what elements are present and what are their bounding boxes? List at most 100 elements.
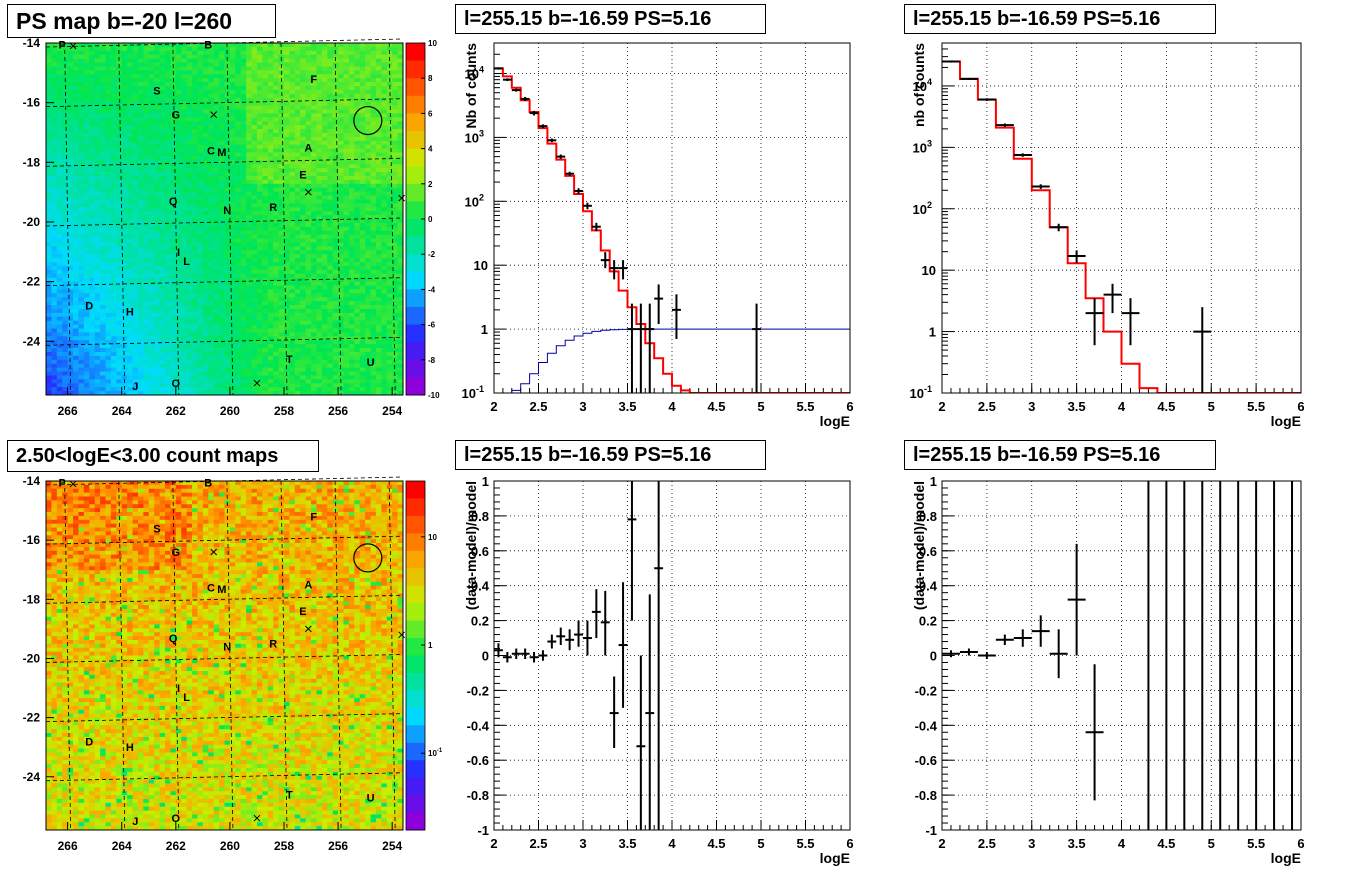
map-pixel: [175, 230, 182, 236]
map-pixel: [316, 156, 323, 161]
map-pixel: [148, 230, 155, 236]
map-pixel: [300, 211, 307, 216]
map-pixel: [62, 129, 69, 134]
map-pixel: [229, 312, 236, 318]
map-pixel: [327, 301, 334, 306]
map-pixel: [354, 183, 361, 189]
map-pixel: [127, 156, 133, 161]
map-pixel: [116, 324, 123, 329]
map-pixel: [294, 191, 301, 196]
map-pixel: [370, 203, 377, 208]
map-pixel: [316, 70, 323, 75]
map-pixel: [213, 277, 220, 282]
map-pixel: [165, 273, 171, 279]
map-pixel: [311, 312, 317, 318]
map-pixel: [246, 172, 252, 177]
map-pixel: [316, 316, 323, 322]
map-pixel: [89, 148, 96, 153]
map-pixel: [321, 258, 328, 263]
map-pixel: [181, 332, 188, 337]
map-pixel: [300, 230, 307, 236]
map-pixel: [397, 144, 404, 149]
map-pixel: [278, 175, 285, 181]
map-pixel: [267, 175, 274, 181]
map-pixel: [365, 226, 371, 232]
map-pixel: [67, 262, 74, 267]
map-pixel: [110, 164, 117, 169]
map-pixel: [170, 136, 177, 142]
map-pixel: [67, 320, 74, 325]
map-pixel: [375, 332, 382, 337]
map-pixel: [256, 269, 263, 275]
map-pixel: [278, 289, 285, 294]
map-pixel: [256, 172, 263, 177]
map-pixel: [165, 78, 171, 83]
map-pixel: [354, 246, 361, 251]
map-pixel: [267, 187, 274, 193]
map-pixel: [354, 308, 361, 314]
map-pixel: [365, 179, 371, 185]
map-pixel: [67, 164, 74, 169]
map-pixel: [235, 156, 242, 161]
map-pixel: [192, 175, 198, 181]
map-pixel: [397, 140, 404, 146]
map-pixel: [121, 82, 128, 87]
map-pixel: [235, 121, 242, 126]
map-pixel: [370, 238, 377, 243]
map-pixel: [67, 54, 74, 60]
map-pixel: [105, 215, 112, 220]
map-pixel: [289, 285, 296, 290]
map-pixel: [375, 46, 382, 52]
map-pixel: [94, 74, 101, 79]
map-pixel: [208, 43, 215, 48]
map-pixel: [213, 144, 220, 149]
map-pixel: [89, 219, 96, 224]
map-pixel: [62, 211, 69, 216]
map-pixel: [381, 332, 388, 337]
map-pixel: [305, 78, 312, 83]
map-pixel: [62, 140, 69, 146]
map-pixel: [73, 156, 79, 161]
map-pixel: [94, 66, 101, 71]
map-pixel: [73, 305, 79, 310]
map-pixel: [51, 136, 58, 142]
map-pixel: [294, 82, 301, 87]
map-pixel: [78, 168, 85, 173]
map-pixel: [83, 164, 90, 169]
map-pixel: [256, 89, 263, 95]
map-pixel: [338, 320, 344, 325]
map-pixel: [338, 46, 344, 52]
map-pixel: [208, 332, 215, 337]
map-pixel: [235, 191, 242, 196]
map-pixel: [240, 230, 247, 236]
map-pixel: [78, 89, 85, 95]
map-pixel: [73, 191, 79, 196]
map-pixel: [305, 89, 312, 95]
map-pixel: [121, 226, 128, 232]
map-pixel: [110, 320, 117, 325]
map-pixel: [256, 54, 263, 60]
map-pixel: [338, 121, 344, 126]
map-pixel: [343, 222, 350, 228]
map-pixel: [381, 129, 388, 134]
map-pixel: [365, 273, 371, 279]
map-pixel: [267, 324, 274, 329]
map-pixel: [208, 46, 215, 52]
map-pixel: [348, 58, 355, 63]
map-pixel: [294, 265, 301, 271]
map-pixel: [175, 46, 182, 52]
map-pixel: [89, 258, 96, 263]
map-pixel: [354, 191, 361, 196]
map-pixel: [392, 58, 398, 63]
map-pixel: [289, 132, 296, 138]
map-pixel: [332, 297, 339, 302]
map-pixel: [73, 129, 79, 134]
map-pixel: [235, 250, 242, 255]
map-pixel: [89, 242, 96, 247]
map-pixel: [192, 293, 198, 298]
map-pixel: [132, 273, 139, 279]
map-pixel: [332, 93, 339, 99]
map-pixel: [213, 132, 220, 138]
map-pixel: [278, 82, 285, 87]
map-pixel: [219, 89, 225, 95]
